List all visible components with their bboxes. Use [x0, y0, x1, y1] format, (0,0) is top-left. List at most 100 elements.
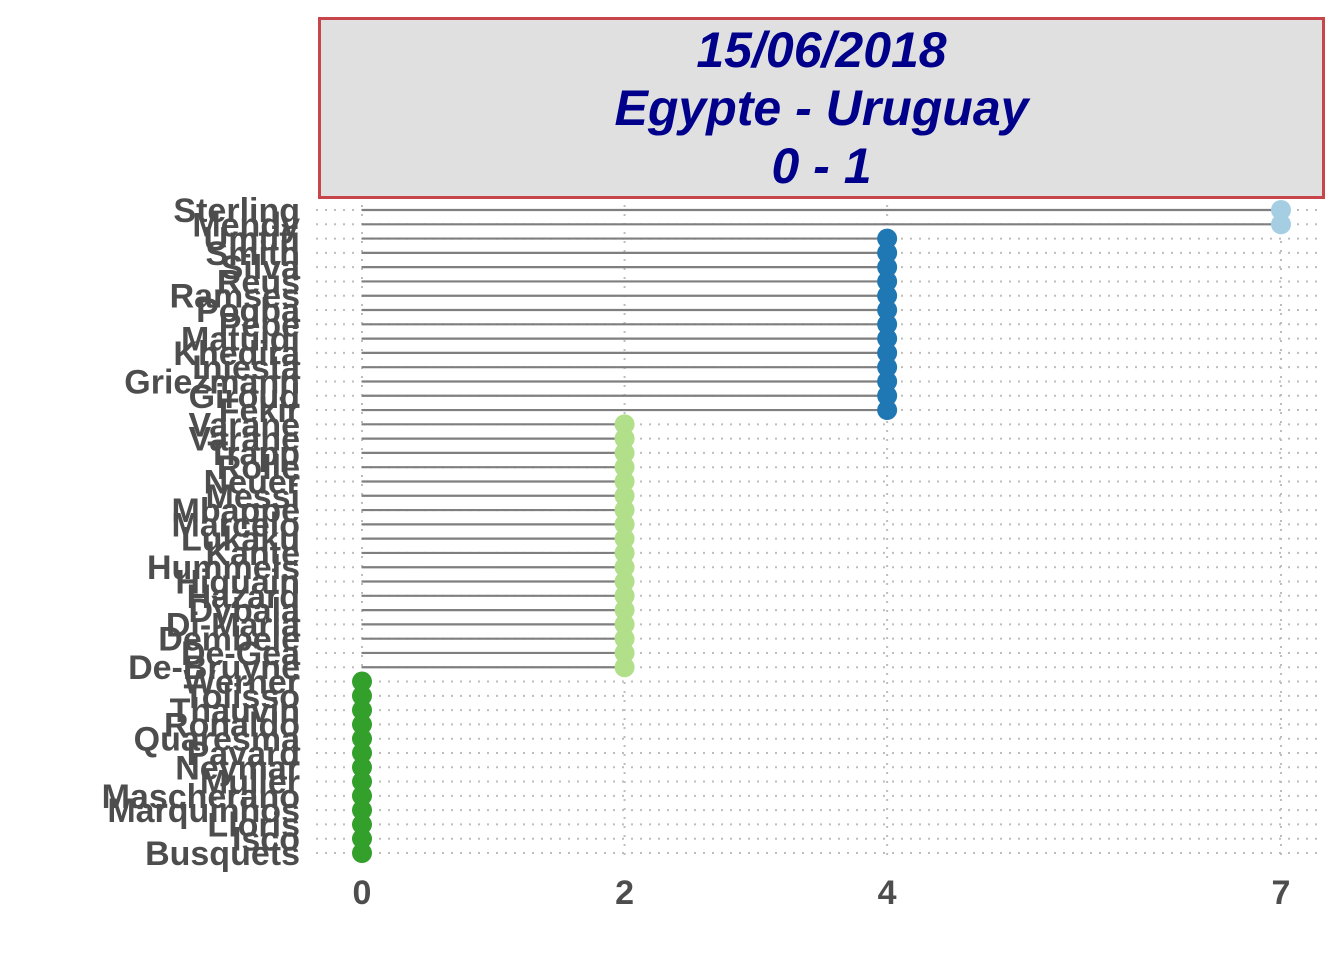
y-tick-label: Giroud [189, 378, 300, 416]
y-tick-label: Ronaldo [164, 706, 300, 744]
point [877, 328, 898, 349]
y-tick-label: Sterling [173, 192, 300, 230]
y-tick-label: Isco [232, 821, 300, 859]
y-tick-label: Tolisso [184, 678, 301, 716]
point [352, 728, 372, 749]
point [352, 771, 372, 792]
y-tick-label: Fekir [219, 392, 300, 430]
point [614, 642, 635, 663]
y-tick-label: Trapp [207, 435, 300, 473]
y-tick-label: Marquinhos [107, 792, 300, 830]
title-match: Egypte - Uruguay [614, 80, 1029, 136]
point [614, 485, 635, 506]
y-tick-label: De-Bruyne [128, 649, 300, 687]
point [877, 357, 898, 378]
point [877, 242, 898, 263]
y-axis-labels: SterlingMendyUmtitiSmithSilvaReusRamsesP… [102, 192, 301, 873]
point [352, 800, 372, 821]
point [614, 500, 635, 521]
point [352, 785, 372, 806]
x-tick-label: 0 [353, 874, 372, 912]
y-tick-label: Busquets [145, 835, 300, 873]
y-tick-label: Pepe [219, 306, 300, 344]
point [352, 700, 372, 721]
y-tick-label: Silva [221, 249, 301, 287]
y-tick-label: Smith [206, 235, 300, 273]
point [614, 628, 635, 649]
y-tick-label: Mendy [192, 206, 300, 244]
title-score: 0 - 1 [771, 138, 872, 194]
segments [362, 208, 1281, 669]
y-tick-label: Neuer [204, 463, 300, 501]
y-tick-label: Khedira [173, 335, 301, 373]
y-tick-label: Kante [206, 535, 300, 573]
y-tick-label: Muller [200, 764, 300, 802]
y-tick-label: Griezmann [124, 363, 300, 401]
y-tick-label: Hazard [187, 578, 300, 616]
point [614, 457, 635, 478]
y-tick-label: Lloris [207, 806, 300, 844]
x-tick-label: 7 [1272, 874, 1291, 912]
point [877, 400, 898, 421]
point [352, 843, 372, 863]
y-tick-label: De-Gea [181, 635, 301, 673]
y-tick-label: Werner [183, 664, 300, 702]
y-tick-label: Hummels [147, 549, 300, 587]
y-tick-label: Thauvin [170, 692, 300, 730]
y-tick-label: Pogba [196, 292, 301, 330]
y-tick-label: Higuain [175, 564, 300, 602]
point [877, 371, 898, 392]
x-tick-label: 4 [878, 874, 897, 912]
point [877, 314, 898, 335]
y-tick-label: Dybala [189, 592, 302, 630]
point [877, 385, 898, 406]
point [614, 514, 635, 535]
y-tick-label: Messi [206, 478, 301, 516]
x-tick-label: 2 [615, 874, 634, 912]
point [614, 442, 635, 463]
point [614, 600, 635, 621]
y-tick-label: Ramses [170, 278, 300, 316]
point [614, 614, 635, 635]
point [877, 271, 898, 292]
point [614, 557, 635, 578]
y-tick-label: Matuidi [181, 321, 300, 359]
point [352, 671, 372, 692]
y-tick-label: Reus [217, 263, 300, 301]
y-tick-label: Mbappe [172, 492, 300, 530]
point [877, 342, 898, 363]
point [352, 685, 372, 706]
point [614, 428, 635, 449]
y-tick-label: Pavard [187, 735, 300, 773]
point [614, 585, 635, 606]
point [877, 257, 898, 278]
point [352, 714, 372, 735]
y-tick-label: Umtiti [204, 221, 300, 259]
point [614, 414, 635, 435]
y-tick-label: Mascherano [102, 778, 300, 816]
y-tick-label: Varane [188, 421, 300, 459]
point [1271, 200, 1291, 220]
point [352, 828, 372, 849]
point [614, 657, 635, 678]
y-tick-label: Dembele [158, 621, 300, 659]
y-tick-label: Di-Maria [166, 606, 301, 644]
point [614, 571, 635, 592]
y-tick-label: Rolle [217, 449, 300, 487]
x-axis-labels: 0 2 4 7 [353, 874, 1291, 912]
point [352, 742, 372, 763]
point [614, 471, 635, 492]
point [614, 528, 635, 549]
point [352, 757, 372, 778]
y-tick-label: Lukaku [181, 521, 300, 559]
y-tick-label: Neymar [175, 749, 300, 787]
point [877, 228, 898, 249]
point [877, 300, 898, 321]
y-tick-label: Quaresma [134, 721, 301, 759]
title-date: 15/06/2018 [696, 22, 947, 78]
point [1271, 214, 1291, 235]
title-box: 15/06/2018 Egypte - Uruguay 0 - 1 [318, 17, 1325, 199]
points [352, 200, 1291, 863]
y-tick-label: Iniesta [192, 349, 301, 387]
